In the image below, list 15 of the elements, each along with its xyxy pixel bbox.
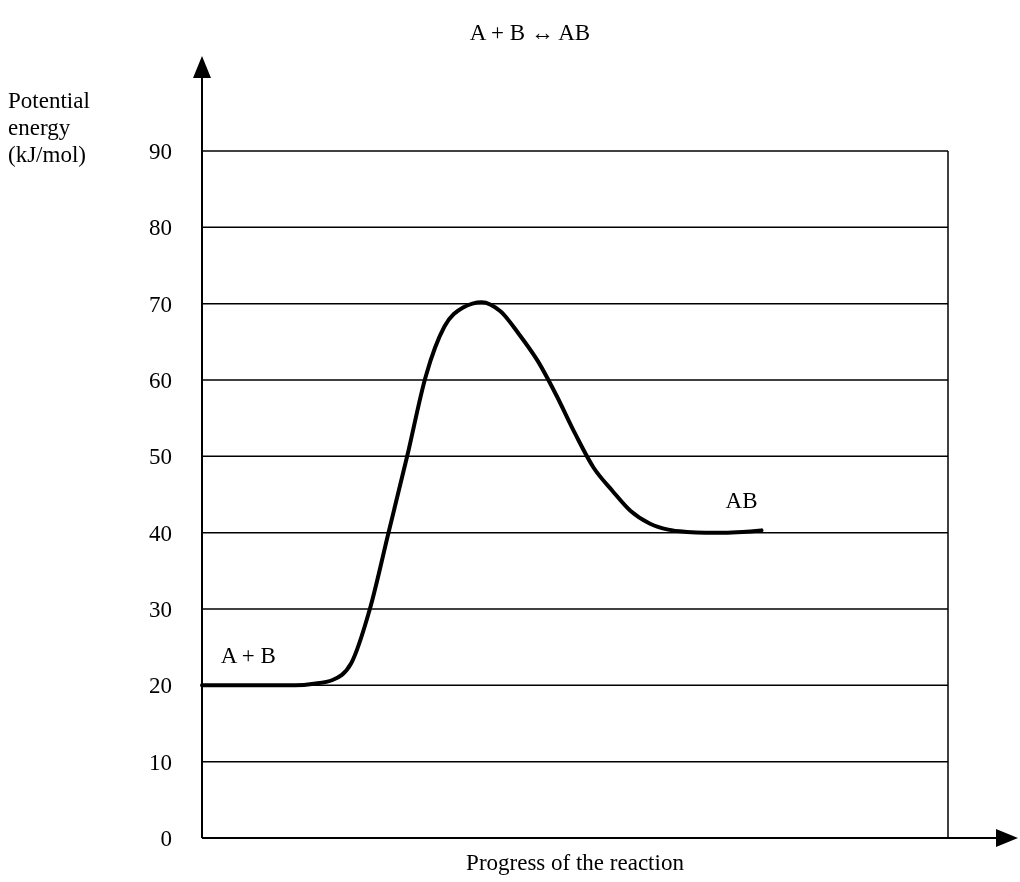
y-axis-title: Potential energy (kJ/mol) — [8, 88, 90, 167]
y-tick-label: 0 — [160, 825, 172, 851]
y-tick-label: 90 — [149, 138, 172, 164]
y-tick-label: 10 — [149, 749, 172, 775]
y-tick-label: 20 — [149, 673, 172, 699]
annotation: AB — [725, 488, 758, 514]
y-tick-label: 30 — [149, 596, 172, 622]
y-tick-label: 80 — [149, 215, 172, 241]
annotation: A + B — [220, 643, 276, 669]
x-axis-title: Progress of the reaction — [466, 850, 685, 875]
chart-title: A + B ↔ AB — [469, 20, 591, 45]
y-tick-label: 60 — [149, 367, 172, 393]
y-tick-label: 50 — [149, 444, 172, 470]
y-tick-label: 40 — [149, 520, 172, 546]
y-tick-label: 70 — [149, 291, 172, 317]
